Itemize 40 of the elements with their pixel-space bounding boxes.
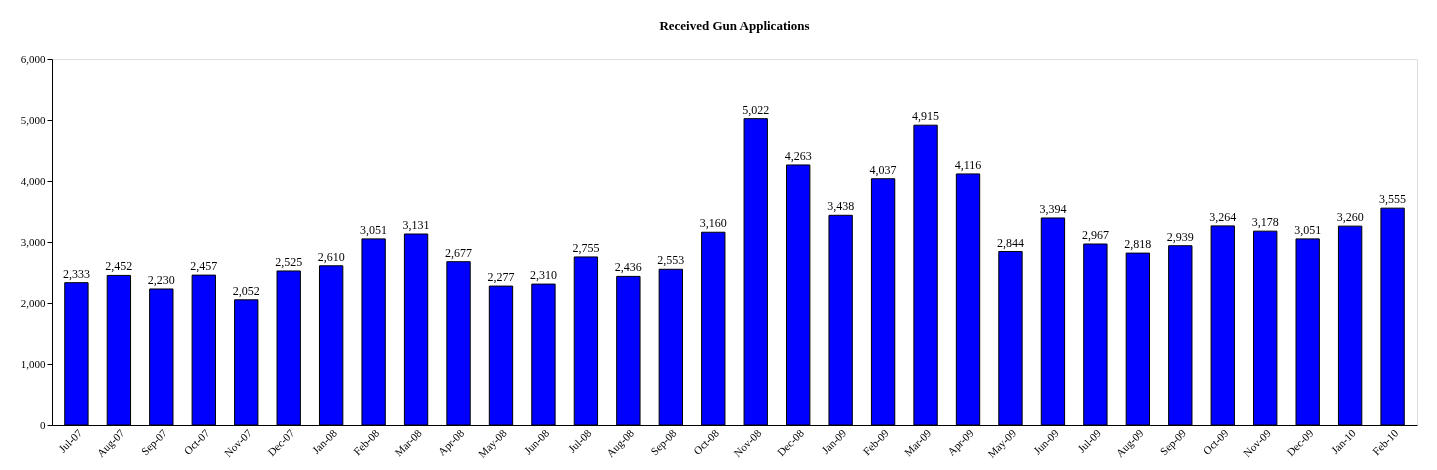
data-label: 2,310 — [529, 268, 557, 283]
data-label: 2,818 — [1124, 237, 1152, 252]
data-label: 2,967 — [1081, 228, 1109, 243]
data-label: 3,178 — [1251, 215, 1279, 230]
data-label: 3,131 — [402, 218, 430, 233]
y-tick-label: 4,000 — [20, 174, 46, 187]
y-tick-label: 1,000 — [20, 357, 46, 370]
data-label: 4,915 — [912, 109, 940, 124]
data-label: 3,051 — [1294, 222, 1322, 237]
data-label: 5,022 — [742, 102, 770, 117]
data-label: 4,116 — [954, 157, 982, 172]
data-label: 2,333 — [62, 266, 90, 281]
data-label: 2,553 — [657, 253, 685, 268]
data-label: 3,438 — [827, 199, 855, 214]
data-label: 2,610 — [317, 249, 345, 264]
data-label: 2,939 — [1166, 229, 1194, 244]
y-tick-label: 5,000 — [20, 113, 46, 126]
y-tick-label: 2,000 — [20, 296, 46, 309]
y-tick-label: 6,000 — [20, 52, 46, 65]
chart-title: Received Gun Applications — [659, 18, 810, 33]
y-tick-label: 0 — [40, 418, 46, 431]
data-label: 2,436 — [614, 260, 642, 275]
data-label: 3,394 — [1039, 201, 1067, 216]
data-label: 2,457 — [190, 259, 218, 274]
data-label: 2,452 — [105, 259, 133, 274]
data-label: 3,260 — [1336, 210, 1364, 225]
data-label: 3,555 — [1379, 192, 1407, 207]
data-label: 4,037 — [869, 162, 897, 177]
data-label: 2,755 — [572, 240, 600, 255]
data-label: 2,525 — [275, 254, 303, 269]
y-tick-label: 3,000 — [20, 235, 46, 248]
data-label: 2,230 — [147, 272, 175, 287]
data-label: 3,264 — [1209, 209, 1237, 224]
data-label: 4,263 — [784, 148, 812, 163]
data-label: 2,844 — [996, 235, 1024, 250]
data-label: 2,052 — [232, 283, 260, 298]
data-label: 2,677 — [445, 245, 473, 260]
data-label: 3,051 — [360, 222, 388, 237]
data-label: 3,160 — [699, 216, 727, 231]
data-label: 2,277 — [487, 270, 515, 285]
